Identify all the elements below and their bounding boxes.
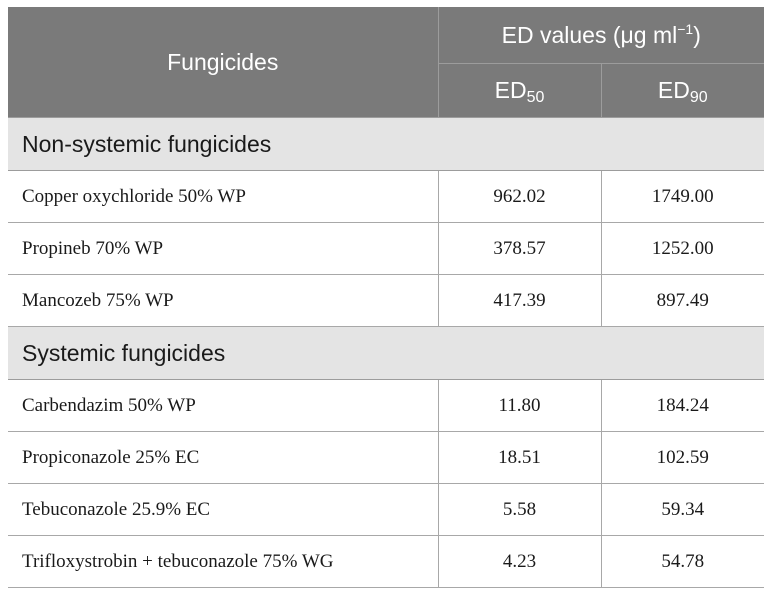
header-ed90: ED90 — [601, 63, 764, 118]
table-body: Non-systemic fungicides Copper oxychlori… — [8, 117, 764, 588]
ed50-value: 11.80 — [437, 379, 601, 432]
section-title: Systemic fungicides — [8, 326, 764, 380]
header-ed50-base: ED — [494, 77, 527, 103]
ed90-value: 184.24 — [600, 379, 764, 432]
ed90-value: 1749.00 — [600, 170, 764, 223]
fungicide-name: Tebuconazole 25.9% EC — [8, 483, 438, 536]
ed50-value: 417.39 — [437, 274, 601, 327]
fungicide-name: Copper oxychloride 50% WP — [8, 170, 438, 223]
ed90-value: 897.49 — [600, 274, 764, 327]
table-container: Fungicides ED values (μg ml−1) ED50 ED90… — [8, 7, 764, 588]
header-ed50: ED50 — [438, 63, 602, 118]
fungicide-name: Propiconazole 25% EC — [8, 431, 438, 484]
ed90-value: 1252.00 — [600, 222, 764, 275]
table-header: Fungicides ED values (μg ml−1) ED50 ED90 — [8, 7, 764, 118]
header-fungicides: Fungicides — [8, 7, 439, 118]
ed50-value: 378.57 — [437, 222, 601, 275]
ed50-value: 4.23 — [437, 535, 601, 588]
ed90-value: 54.78 — [600, 535, 764, 588]
fungicide-name: Mancozeb 75% WP — [8, 274, 438, 327]
fungicide-name: Carbendazim 50% WP — [8, 379, 438, 432]
header-ed90-subscript: 90 — [689, 89, 708, 106]
section-row: Non-systemic fungicides — [8, 117, 764, 171]
header-ed-values-text: ED values (μg ml — [501, 21, 678, 48]
ed50-value: 5.58 — [437, 483, 601, 536]
ed-values-table: Fungicides ED values (μg ml−1) ED50 ED90… — [8, 7, 764, 588]
table-row: Tebuconazole 25.9% EC 5.58 59.34 — [8, 483, 764, 536]
table-row: Carbendazim 50% WP 11.80 184.24 — [8, 379, 764, 432]
ed90-value: 59.34 — [600, 483, 764, 536]
header-ed-values-exponent: −1 — [677, 20, 694, 37]
header-ed-values-close: ) — [693, 21, 701, 48]
table-row: Mancozeb 75% WP 417.39 897.49 — [8, 274, 764, 327]
table-row: Propineb 70% WP 378.57 1252.00 — [8, 222, 764, 275]
header-ed90-base: ED — [657, 77, 690, 103]
table-row: Propiconazole 25% EC 18.51 102.59 — [8, 431, 764, 484]
ed50-value: 18.51 — [437, 431, 601, 484]
section-title: Non-systemic fungicides — [8, 117, 764, 171]
fungicide-name: Propineb 70% WP — [8, 222, 438, 275]
table-row: Copper oxychloride 50% WP 962.02 1749.00 — [8, 170, 764, 223]
header-ed-values: ED values (μg ml−1) — [438, 7, 764, 64]
fungicide-name: Trifloxystrobin + tebuconazole 75% WG — [8, 535, 438, 588]
table-row: Trifloxystrobin + tebuconazole 75% WG 4.… — [8, 535, 764, 588]
header-ed50-subscript: 50 — [526, 89, 545, 106]
ed50-value: 962.02 — [437, 170, 601, 223]
ed90-value: 102.59 — [600, 431, 764, 484]
section-row: Systemic fungicides — [8, 326, 764, 380]
